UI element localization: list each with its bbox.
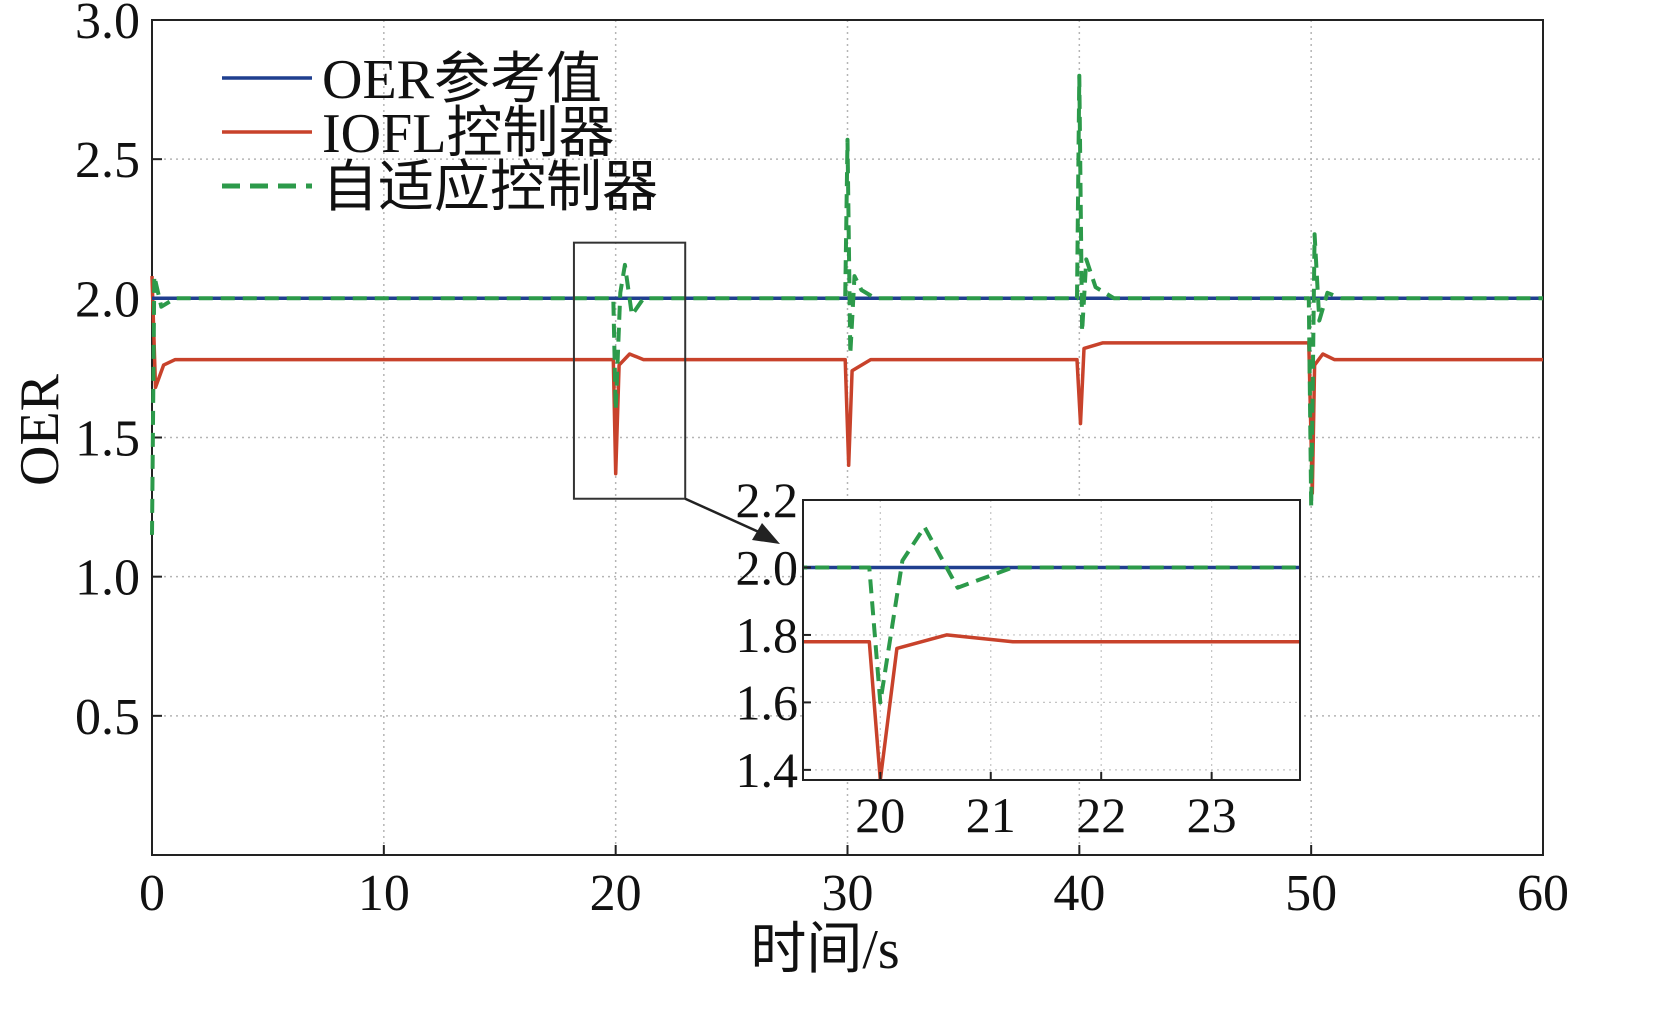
y-tick-label: 1.5 (75, 411, 140, 468)
x-tick-label: 40 (1053, 865, 1105, 922)
x-tick-label: 10 (358, 865, 410, 922)
legend-label-adaptive: 自适应控制器 (322, 157, 658, 219)
zoom-arrow-shaft (684, 497, 771, 539)
x-tick-label: 30 (822, 865, 874, 922)
inset-series-group (803, 525, 1300, 780)
legend: OER参考值 IOFL控制器 自适应控制器 (222, 49, 658, 219)
inset-tick-labels: 20 21 22 23 1.4 1.6 1.8 2.0 2.2 (736, 472, 1237, 843)
inset-y-tick-label: 2.0 (736, 539, 799, 595)
zoom-region-box (572, 241, 687, 500)
y-axis-label: OER (9, 373, 71, 486)
inset-chart: 20 21 22 23 1.4 1.6 1.8 2.0 2.2 (736, 472, 1301, 843)
inset-x-tick-label: 23 (1187, 787, 1237, 843)
inset-x-tick-label: 21 (966, 787, 1016, 843)
inset-x-tick-label: 22 (1076, 787, 1126, 843)
inset-series-line-adaptive (803, 525, 1300, 705)
inset-y-tick-label: 1.8 (736, 607, 799, 663)
y-tick-label: 0.5 (75, 689, 140, 746)
inset-y-tick-label: 2.2 (736, 472, 799, 528)
x-tick-label: 20 (590, 865, 642, 922)
y-tick-label: 2.5 (75, 132, 140, 189)
y-tick-label: 1.0 (75, 550, 140, 607)
inset-x-tick-label: 20 (855, 787, 905, 843)
series-line-adaptive (150, 73, 1543, 535)
legend-label-oer-reference: OER参考值 (322, 49, 602, 111)
zoom-rectangle (572, 241, 687, 500)
inset-frame (802, 499, 1301, 781)
y-tick-label: 3.0 (75, 0, 140, 50)
inset-border (802, 499, 1301, 781)
x-tick-label: 50 (1285, 865, 1337, 922)
x-tick-label: 60 (1517, 865, 1569, 922)
main-series-group (150, 73, 1543, 535)
x-axis-label: 时间/s (750, 919, 899, 981)
legend-label-iofl: IOFL控制器 (322, 103, 614, 165)
x-tick-label: 0 (139, 865, 165, 922)
zoom-arrow (684, 497, 780, 544)
inset-y-tick-label: 1.6 (736, 674, 799, 730)
zoom-arrow-head (752, 523, 780, 544)
y-tick-label: 2.0 (75, 271, 140, 328)
main-tick-labels: 0 10 20 30 40 50 60 0.5 1.0 1.5 2.0 2.5 3.0 (75, 0, 1569, 922)
inset-y-tick-label: 1.4 (736, 742, 799, 798)
